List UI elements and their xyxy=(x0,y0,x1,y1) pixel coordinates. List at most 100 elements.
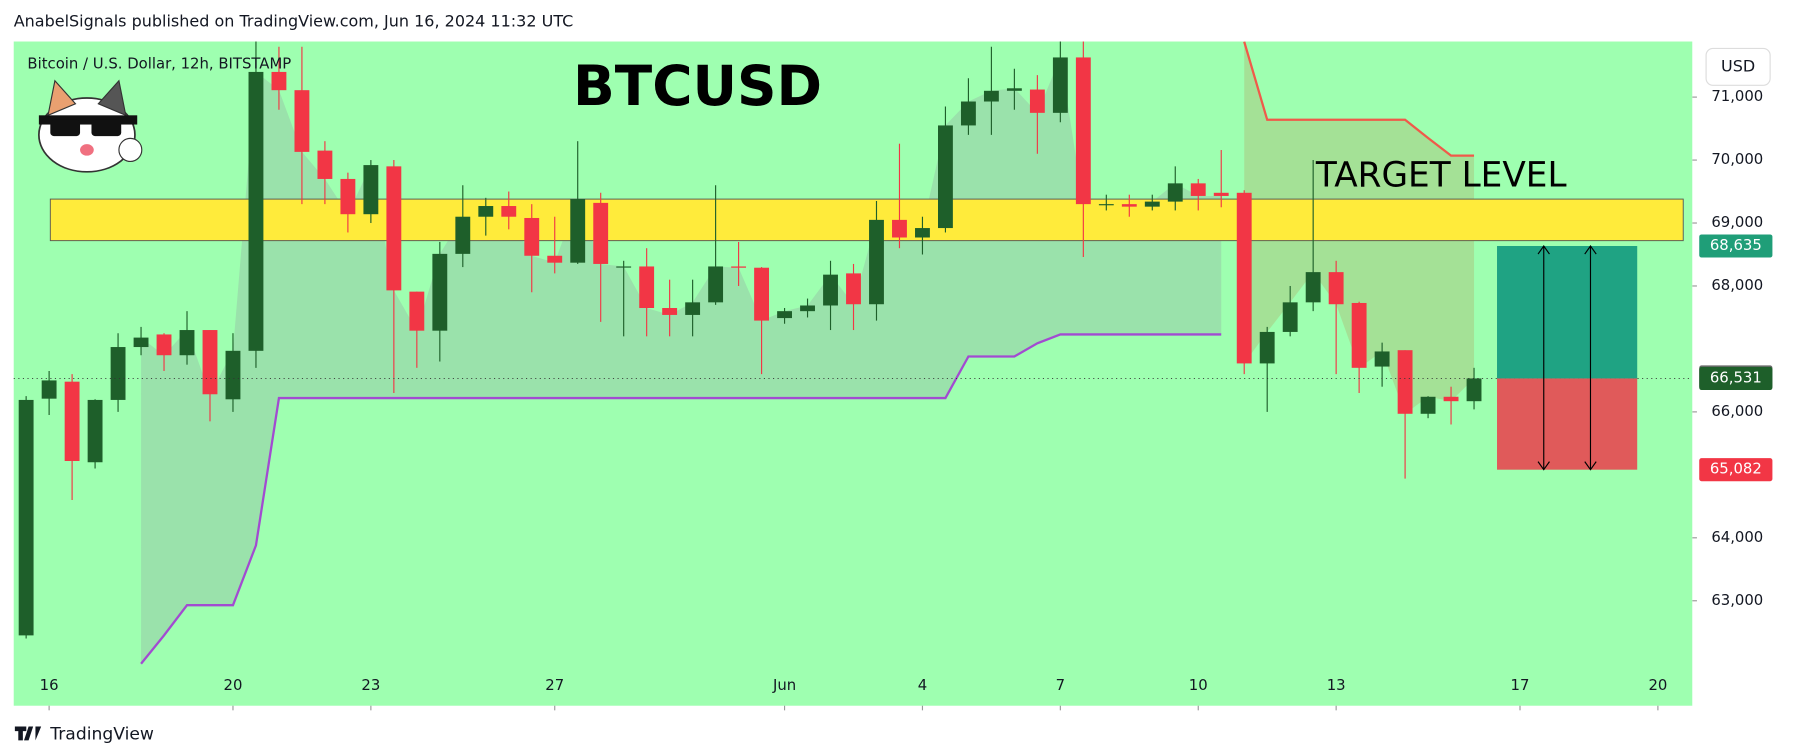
candle-body xyxy=(409,291,425,331)
candle-body xyxy=(754,267,770,321)
candle-body xyxy=(777,311,792,319)
candle-body xyxy=(1236,192,1252,364)
candle-body xyxy=(1006,88,1022,91)
brand: TradingView xyxy=(49,725,154,745)
candle-body xyxy=(317,150,333,179)
candle-body xyxy=(64,381,80,461)
symbol-info: Bitcoin / U.S. Dollar, 12h, BITSTAMP xyxy=(27,55,291,73)
cat-avatar xyxy=(38,79,143,173)
y-tick-label: 66,000 xyxy=(1711,402,1763,420)
candle-body xyxy=(1075,57,1091,205)
candle-body xyxy=(156,334,172,356)
x-tick-label: 16 xyxy=(40,676,59,694)
candle-body xyxy=(41,380,57,399)
target-zone xyxy=(49,198,1684,242)
profit-zone xyxy=(1497,245,1638,379)
currency-button[interactable] xyxy=(1705,47,1771,86)
price-label-bg xyxy=(1699,234,1773,258)
candle-body xyxy=(133,337,149,348)
x-tick-label: 17 xyxy=(1511,676,1530,694)
candle-body xyxy=(1052,57,1068,113)
candle-body xyxy=(340,178,356,215)
price-label-bg xyxy=(1699,366,1773,390)
candle-body xyxy=(708,266,724,303)
candle-body xyxy=(1098,204,1114,206)
candle-body xyxy=(915,228,930,238)
x-tick-label: 10 xyxy=(1189,676,1208,694)
candle-body xyxy=(1328,272,1344,305)
zone-label: TARGET LEVEL xyxy=(1315,156,1567,196)
y-tick-label: 69,000 xyxy=(1711,213,1763,231)
candle-body xyxy=(478,206,494,217)
candle-body xyxy=(1144,201,1160,207)
candle-body xyxy=(1029,89,1045,113)
candle-body xyxy=(938,125,953,229)
price-label: 66,531 xyxy=(1710,368,1762,386)
candle-body xyxy=(1397,350,1413,414)
candle-body xyxy=(1190,183,1206,196)
candle-body xyxy=(1374,351,1390,367)
candle-body xyxy=(1420,396,1436,414)
published-line: AnabelSignals published on TradingView.c… xyxy=(14,11,574,30)
x-tick-label: Jun xyxy=(772,676,796,694)
candle-body xyxy=(570,199,586,263)
candle-body xyxy=(1167,183,1183,202)
candle-body xyxy=(983,90,999,102)
range-arrow xyxy=(1584,245,1597,471)
candle-body xyxy=(960,101,976,126)
candle-body xyxy=(294,90,310,152)
price-label: 68,635 xyxy=(1710,236,1762,254)
candle-body xyxy=(869,219,884,305)
candle-body xyxy=(202,330,218,395)
candle-body xyxy=(1443,396,1459,402)
x-tick-label: 20 xyxy=(1648,676,1667,694)
x-tick-label: 20 xyxy=(224,676,243,694)
candle-body xyxy=(547,255,563,263)
y-tick-label: 70,000 xyxy=(1711,150,1763,168)
candle-body xyxy=(823,274,838,306)
x-tick-label: 27 xyxy=(545,676,564,694)
candle-body xyxy=(731,266,747,268)
plot-layer: TARGET LEVEL 63,000 64,000 66,000 68,000 69,0… xyxy=(13,41,1773,711)
candle-body xyxy=(524,217,540,256)
candle-body xyxy=(662,308,678,315)
candle-body xyxy=(800,305,815,312)
candle-body xyxy=(225,350,241,400)
candle-body xyxy=(616,266,632,268)
x-tick-label: 7 xyxy=(1056,676,1065,694)
candle-body xyxy=(1213,192,1229,196)
y-tick-label: 71,000 xyxy=(1711,87,1763,105)
chart-title: BTCUSD xyxy=(573,54,822,118)
x-tick-label: 23 xyxy=(361,676,380,694)
candle-body xyxy=(1121,204,1137,207)
candle-body xyxy=(501,206,517,217)
candle-body xyxy=(87,399,103,463)
candle-body xyxy=(248,71,264,351)
x-tick-label: 4 xyxy=(918,676,927,694)
candle-body xyxy=(18,399,34,636)
candle-body xyxy=(363,165,379,215)
candle-body xyxy=(455,216,471,254)
y-tick-label: 68,000 xyxy=(1711,276,1763,294)
loss-zone xyxy=(1497,378,1638,470)
indicator-line xyxy=(1243,41,1475,157)
range-arrow xyxy=(1537,245,1550,471)
candle-body xyxy=(1259,331,1275,364)
candle-body xyxy=(846,273,861,305)
candle-body xyxy=(271,71,287,91)
currency-label: USD xyxy=(1721,56,1755,75)
y-tick-label: 63,000 xyxy=(1711,591,1763,609)
tradingview-logo xyxy=(14,726,42,741)
price-label: 65,082 xyxy=(1710,460,1762,478)
candle-body xyxy=(593,202,609,264)
candle-body xyxy=(386,166,402,291)
indicator-line xyxy=(140,333,1222,665)
x-tick-label: 13 xyxy=(1327,676,1346,694)
candle-body xyxy=(639,266,655,309)
candle-body xyxy=(1305,272,1321,303)
candle-body xyxy=(432,253,448,331)
price-label-bg xyxy=(1699,458,1773,482)
candle-body xyxy=(1466,378,1482,402)
y-tick-label: 64,000 xyxy=(1711,528,1763,546)
